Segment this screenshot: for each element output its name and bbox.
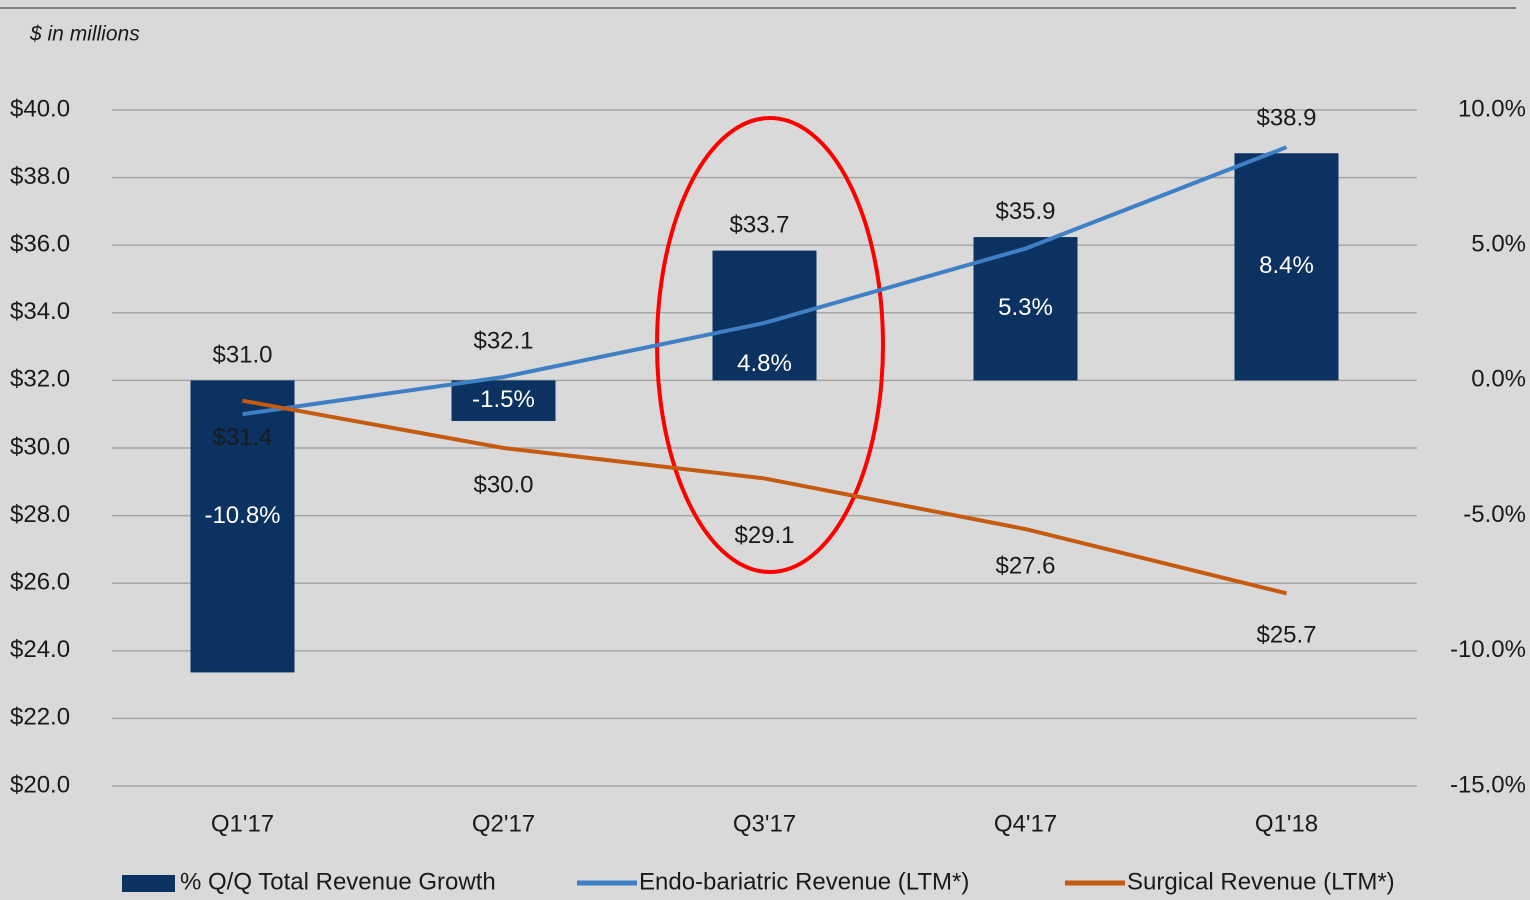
data-label: $31.0 [212, 342, 272, 369]
data-label: $35.9 [995, 198, 1055, 225]
y-tick-label: $20.0 [10, 771, 70, 798]
y-tick-label: $36.0 [10, 231, 70, 258]
x-tick-label: Q1'18 [1255, 810, 1318, 837]
legend-label: % Q/Q Total Revenue Growth [180, 868, 496, 895]
y2-tick-label: 5.0% [1471, 231, 1526, 258]
legend-label: Surgical Revenue (LTM*) [1127, 868, 1395, 895]
y2-tick-label: 0.0% [1471, 366, 1526, 393]
y-tick-label: $32.0 [10, 366, 70, 393]
bar [190, 380, 295, 673]
data-label: $30.0 [473, 471, 533, 498]
bar [451, 380, 556, 421]
y-tick-label: $40.0 [10, 95, 70, 122]
bar-label: -1.5% [472, 386, 535, 413]
y-tick-label: $28.0 [10, 501, 70, 528]
data-label: $33.7 [729, 211, 789, 238]
bar-label: 4.8% [737, 350, 792, 377]
line [242, 145, 1288, 417]
y-tick-label: $38.0 [10, 163, 70, 190]
bar-label: 5.3% [998, 294, 1053, 321]
x-tick-label: Q1'17 [211, 810, 274, 837]
y-tick-label: $30.0 [10, 433, 70, 460]
bar [973, 237, 1078, 381]
subtitle: $ in millions [29, 23, 140, 46]
y-tick-label: $22.0 [10, 704, 70, 731]
data-label: $31.4 [212, 424, 272, 451]
data-label: $29.1 [734, 522, 794, 549]
bar [712, 250, 817, 381]
data-label: $38.9 [1256, 105, 1316, 132]
legend-label: Endo-bariatric Revenue (LTM*) [639, 868, 969, 895]
data-label: $25.7 [1256, 622, 1316, 649]
y-tick-label: $24.0 [10, 636, 70, 663]
legend-swatch [122, 875, 175, 892]
y2-tick-label: -15.0% [1450, 771, 1526, 798]
y2-tick-label: -10.0% [1450, 636, 1526, 663]
y2-tick-label: 10.0% [1458, 95, 1526, 122]
bar [1234, 153, 1339, 381]
y2-tick-label: -5.0% [1463, 501, 1526, 528]
data-label: $27.6 [995, 552, 1055, 579]
bar-label: -10.8% [204, 502, 280, 529]
y-tick-label: $34.0 [10, 298, 70, 325]
line [242, 398, 1287, 596]
x-tick-label: Q2'17 [472, 810, 535, 837]
x-tick-label: Q4'17 [994, 810, 1057, 837]
data-label: $32.1 [473, 327, 533, 354]
x-tick-label: Q3'17 [733, 810, 796, 837]
y-tick-label: $26.0 [10, 569, 70, 596]
bar-label: 8.4% [1259, 252, 1314, 279]
